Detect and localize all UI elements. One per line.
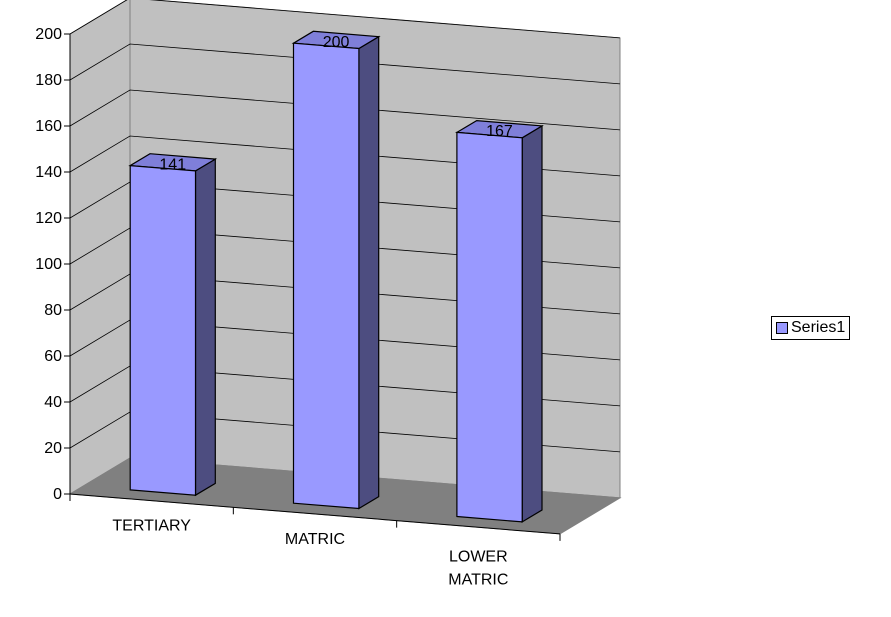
legend-label-series1: Series1 [791, 319, 846, 336]
y-tick-label: 80 [44, 302, 62, 319]
side-wall [69, 0, 131, 495]
gridline [69, 43, 621, 85]
bar-1: 141 [128, 153, 218, 497]
bars: 141 200 167 [128, 30, 544, 523]
y-tick-label: 200 [35, 26, 62, 43]
y-tick-label: 140 [35, 164, 62, 181]
y-tick-label: 40 [44, 394, 62, 411]
y-tick-label: 180 [35, 72, 62, 89]
bar-3: 167 [454, 119, 544, 523]
bar-front [129, 164, 197, 496]
category-label-line: LOWER [449, 548, 508, 565]
y-tick-label: 100 [35, 256, 62, 273]
category-label: TERTIARY [112, 518, 191, 535]
y-tick-label: 120 [35, 210, 62, 227]
data-label: 200 [323, 34, 350, 51]
gridline [69, 89, 621, 131]
bar-front [292, 42, 360, 510]
data-label: 167 [486, 123, 513, 140]
y-tick-label: 20 [44, 440, 62, 457]
data-label: 141 [159, 156, 186, 173]
bar-side [358, 35, 380, 510]
bar-side [521, 124, 543, 523]
legend-swatch-series1 [776, 322, 788, 334]
bar-front [456, 131, 523, 523]
bar-side [194, 158, 216, 497]
x-axis-line [69, 493, 561, 535]
y-tick-label: 0 [53, 486, 62, 503]
y-tick-label: 60 [44, 348, 62, 365]
y-tick-label: 160 [35, 118, 62, 135]
gridline [69, 0, 621, 39]
x-axis: TERTIARY MATRIC LOWER MATRIC [69, 493, 561, 588]
legend: Series1 [771, 316, 851, 340]
category-label-line: MATRIC [448, 571, 508, 588]
bar-2: 200 [291, 30, 381, 510]
category-label: LOWER MATRIC [448, 548, 508, 588]
category-label: MATRIC [285, 531, 345, 548]
y-axis: 0 20 40 60 80 100 120 140 160 180 200 [35, 26, 71, 503]
